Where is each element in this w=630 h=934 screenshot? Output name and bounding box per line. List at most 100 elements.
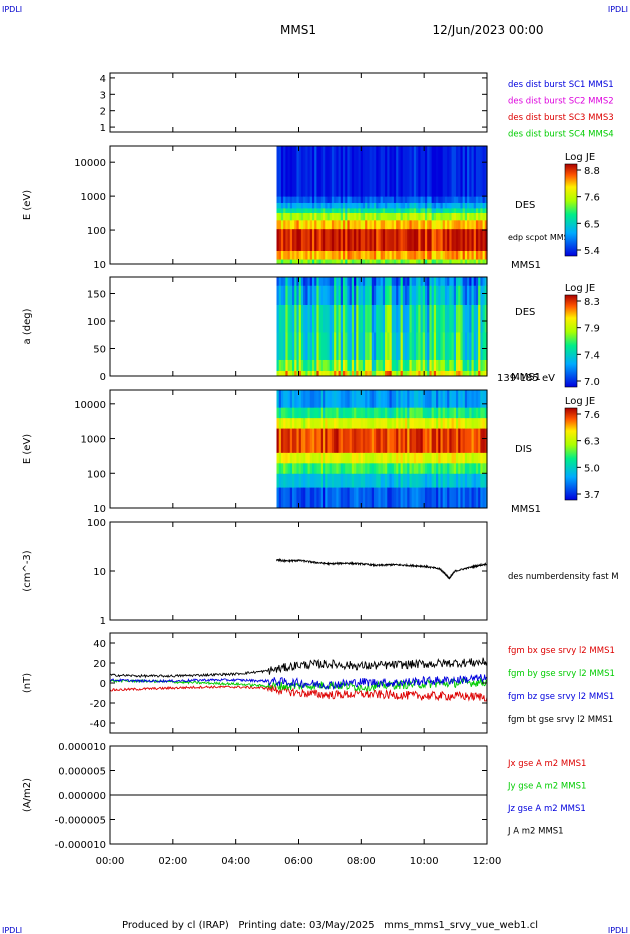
dis-energy-cell	[484, 462, 488, 474]
des-pitch-cell	[294, 370, 298, 377]
density-ytick-label: 1	[100, 616, 106, 627]
dis-energy-cell	[329, 473, 333, 488]
des-energy-cell	[349, 146, 353, 197]
des-energy-cell	[305, 212, 309, 221]
des-pitch-cell	[409, 277, 413, 286]
des-energy-cell	[438, 207, 442, 213]
des-energy-cell	[389, 219, 393, 230]
des-pitch-cell	[296, 277, 300, 286]
burst-ytick-label: 3	[100, 90, 106, 101]
des-pitch-cell	[418, 304, 422, 333]
des-pitch-cell	[287, 332, 291, 360]
des-energy-cell	[329, 207, 333, 213]
des-energy-ytick-label: 1000	[81, 192, 106, 203]
dis-energy-cell	[420, 487, 424, 509]
des-energy-cell	[484, 259, 488, 265]
dis-energy-cell	[280, 487, 284, 509]
dis-energy-cell	[484, 452, 488, 464]
dis-energy-cell	[475, 390, 479, 408]
des-energy-cell	[402, 146, 406, 197]
dis-energy-cell	[294, 390, 298, 408]
des-energy-cell	[369, 228, 373, 251]
des-energy-cell	[387, 207, 391, 213]
des-energy-cell	[480, 212, 484, 221]
des-pitch-cell	[429, 304, 433, 333]
des-energy-cell	[409, 196, 413, 203]
dis-energy-cell	[307, 473, 311, 488]
des-energy-cell	[436, 146, 439, 197]
des-energy-cell	[378, 196, 382, 203]
dis-energy-cell	[393, 462, 397, 474]
des-energy-cell	[405, 146, 408, 197]
des-energy-cell	[369, 219, 373, 230]
des-energy-cell	[305, 228, 309, 251]
dis-energy-cell	[309, 473, 313, 488]
des-pitch-cell	[283, 359, 286, 371]
des-energy-cell	[325, 212, 329, 221]
dis-energy-cell	[300, 473, 304, 488]
des-pitch-cell	[351, 332, 355, 360]
dis-energy-cell	[311, 390, 315, 408]
dis-energy-cell	[329, 407, 333, 419]
dis-energy-cell	[334, 390, 337, 408]
des-energy-cell	[351, 219, 355, 230]
des-energy-cell	[382, 259, 386, 265]
des-pitch-cell	[455, 304, 459, 333]
des-pitch-cell	[278, 332, 282, 360]
dis-energy-cell	[391, 487, 395, 509]
dis-energy-cell	[358, 487, 362, 509]
des-energy-cell	[431, 202, 435, 209]
des-pitch-cell	[447, 304, 450, 333]
des-energy-cell	[285, 228, 289, 251]
des-pitch-cell	[416, 277, 419, 286]
des-pitch-cell	[405, 332, 408, 360]
des-energy-cell	[438, 202, 442, 209]
dis-energy-cell	[296, 452, 300, 464]
des-energy-cell	[325, 196, 329, 203]
des-energy-cell	[307, 146, 311, 197]
des-energy-cell	[331, 207, 335, 213]
des-pitch-cell	[369, 277, 373, 286]
des-pitch-cell	[453, 277, 457, 286]
density-ytick-label: 10	[93, 567, 106, 578]
des-pitch-cell	[391, 285, 395, 305]
dis-energy-cell	[289, 462, 293, 474]
dis-energy-cell	[407, 417, 411, 429]
dis-energy-cell	[314, 407, 317, 419]
dis-energy-cell	[427, 462, 430, 474]
dis-energy-cell	[300, 487, 304, 509]
dis-energy-cell	[387, 473, 391, 488]
des-energy-cell	[334, 202, 337, 209]
des-energy-cell	[424, 212, 428, 221]
des-pitch-cell	[289, 304, 293, 333]
des-energy-cell	[378, 146, 382, 197]
dis-energy-cell	[378, 407, 382, 419]
des-pitch-cell	[362, 277, 366, 286]
dis-energy-cell	[387, 452, 391, 464]
des-energy-cell	[338, 259, 342, 265]
des-energy-cell	[314, 219, 317, 230]
dis-energy-cell	[438, 417, 442, 429]
des-energy-cell	[442, 196, 446, 203]
des-pitch-cell	[362, 332, 366, 360]
des-energy-cell	[329, 146, 333, 197]
des-energy-cell	[325, 250, 329, 260]
des-energy-cell	[320, 250, 324, 260]
dis-energy-cell	[429, 473, 433, 488]
des-energy-ylabel: E (eV)	[22, 190, 33, 220]
des-energy-cell	[349, 202, 353, 209]
des-energy-cell	[371, 202, 375, 209]
des-pitch-cell	[292, 332, 295, 360]
dis-energy-cell	[411, 428, 415, 453]
des-energy-cell	[453, 219, 457, 230]
des-pitch-cell	[380, 304, 384, 333]
dis-energy-cell	[374, 487, 377, 509]
dis-energy-cell	[336, 462, 340, 474]
des-energy-cell	[336, 250, 340, 260]
dis-energy-cell	[362, 452, 366, 464]
des-pitch-cell	[393, 359, 397, 371]
des-energy-cell	[455, 202, 459, 209]
des-energy-cell	[447, 202, 450, 209]
des-pitch-cell	[467, 370, 470, 377]
des-energy-cell	[280, 228, 284, 251]
